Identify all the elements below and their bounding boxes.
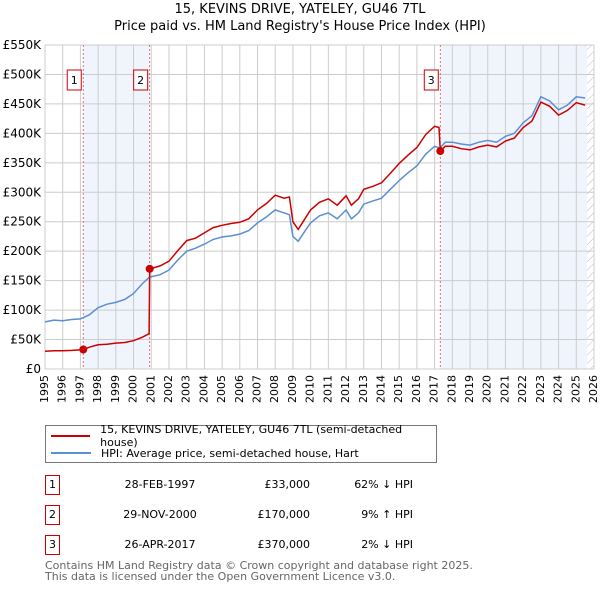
transaction-row: 2 29-NOV-2000 £170,000 9% ↑ HPI — [45, 505, 413, 525]
x-tick-label: 2007 — [251, 375, 264, 403]
x-tick-label: 1999 — [109, 375, 122, 403]
legend-label: HPI: Average price, semi-detached house,… — [101, 446, 359, 460]
sale-label-box — [66, 69, 82, 91]
x-tick-label: 2014 — [374, 375, 387, 403]
x-tick-label: 1997 — [73, 375, 86, 403]
legend-item-hpi: HPI: Average price, semi-detached house,… — [46, 445, 359, 461]
x-tick-label: 2006 — [233, 375, 246, 403]
x-tick-label: 2011 — [321, 375, 334, 403]
forecast-hatch — [586, 45, 594, 369]
x-tick-label: 2001 — [144, 375, 157, 403]
y-tick-label: £300K — [3, 185, 43, 199]
transaction-price: £33,000 — [264, 478, 311, 491]
transaction-price: £370,000 — [257, 538, 311, 551]
legend-label: 15, KEVINS DRIVE, YATELEY, GU46 7TL (sem… — [100, 423, 403, 449]
sale-label-box — [423, 69, 439, 91]
y-tick-label: £100K — [3, 303, 43, 317]
x-tick-label: 2022 — [516, 375, 529, 403]
y-tick-label: £500K — [3, 67, 43, 81]
legend-swatch-blue — [51, 452, 91, 454]
transaction-row: 1 28-FEB-1997 £33,000 62% ↓ HPI — [45, 475, 413, 495]
x-tick-label: 1995 — [38, 375, 51, 403]
x-tick-label: 2017 — [428, 375, 441, 403]
sale-point — [79, 345, 88, 354]
x-tick-label: 2018 — [445, 375, 458, 403]
sale-label: 1 — [71, 74, 78, 87]
sale-point — [145, 264, 154, 273]
x-tick-label: 2026 — [587, 375, 600, 403]
transaction-marker: 2 — [45, 505, 60, 525]
x-tick-label: 1996 — [56, 375, 69, 403]
footer: Contains HM Land Registry data © Crown c… — [45, 560, 473, 582]
x-tick-label: 2005 — [215, 375, 228, 403]
sale-point — [436, 147, 445, 156]
hpi-line — [44, 95, 586, 323]
y-tick-label: £250K — [3, 215, 43, 229]
y-tick-label: £550K — [3, 38, 43, 52]
x-tick-label: 2025 — [569, 375, 582, 403]
sale-label: 3 — [428, 74, 435, 87]
transaction-marker: 1 — [45, 475, 60, 495]
legend-item-property: 15, KEVINS DRIVE, YATELEY, GU46 7TL (sem… — [46, 423, 436, 449]
footer-copyright: Contains HM Land Registry data © Crown c… — [45, 559, 473, 572]
y-tick-label: £150K — [3, 274, 43, 288]
shaded-region — [440, 45, 587, 369]
x-tick-label: 2003 — [180, 375, 193, 403]
x-tick-label: 2019 — [463, 375, 476, 403]
transaction-price: £170,000 — [257, 508, 311, 521]
chart-subtitle: Price paid vs. HM Land Registry's House … — [114, 19, 486, 34]
x-tick-label: 2016 — [410, 375, 423, 403]
transaction-hpi: 9% ↑ HPI — [361, 508, 413, 521]
legend: 15, KEVINS DRIVE, YATELEY, GU46 7TL (sem… — [45, 423, 437, 463]
x-tick-label: 2013 — [357, 375, 370, 403]
y-tick-label: £50K — [10, 333, 42, 347]
transaction-date: 28-FEB-1997 — [124, 478, 196, 491]
property-price-line — [44, 101, 586, 353]
x-tick-label: 2021 — [498, 375, 511, 403]
x-tick-label: 2020 — [481, 375, 494, 403]
x-tick-label: 2004 — [197, 375, 210, 403]
transaction-hpi: 2% ↓ HPI — [361, 538, 413, 551]
shaded-region — [83, 45, 150, 369]
footer-licence: This data is licensed under the Open Gov… — [45, 570, 396, 583]
x-tick-label: 1998 — [91, 375, 104, 403]
transaction-date: 29-NOV-2000 — [123, 508, 197, 521]
transaction-date: 26-APR-2017 — [124, 538, 196, 551]
x-tick-label: 2024 — [552, 375, 565, 403]
y-tick-label: £0 — [26, 362, 41, 376]
y-tick-label: £350K — [3, 156, 43, 170]
sale-label-box — [133, 69, 149, 91]
x-tick-label: 2023 — [534, 375, 547, 403]
legend-swatch-red — [51, 435, 91, 437]
sale-label: 2 — [137, 74, 144, 87]
x-tick-label: 2008 — [268, 375, 281, 403]
x-tick-label: 2002 — [162, 375, 175, 403]
x-tick-label: 2000 — [127, 375, 140, 403]
transaction-row: 3 26-APR-2017 £370,000 2% ↓ HPI — [45, 535, 413, 555]
x-tick-label: 2009 — [286, 375, 299, 403]
x-tick-label: 2010 — [304, 375, 317, 403]
transaction-marker: 3 — [45, 535, 60, 555]
y-tick-label: £400K — [3, 126, 43, 140]
chart-title: 15, KEVINS DRIVE, YATELEY, GU46 7TL — [174, 2, 426, 17]
y-tick-label: £200K — [3, 244, 43, 258]
transaction-hpi: 62% ↓ HPI — [354, 478, 413, 491]
price-chart: 1995 1996 1997 1998 1999 2000 2001 2002 2003 2004… — [3, 38, 600, 403]
y-tick-label: £450K — [3, 97, 43, 111]
x-tick-label: 2012 — [339, 375, 352, 403]
x-tick-label: 2015 — [392, 375, 405, 403]
